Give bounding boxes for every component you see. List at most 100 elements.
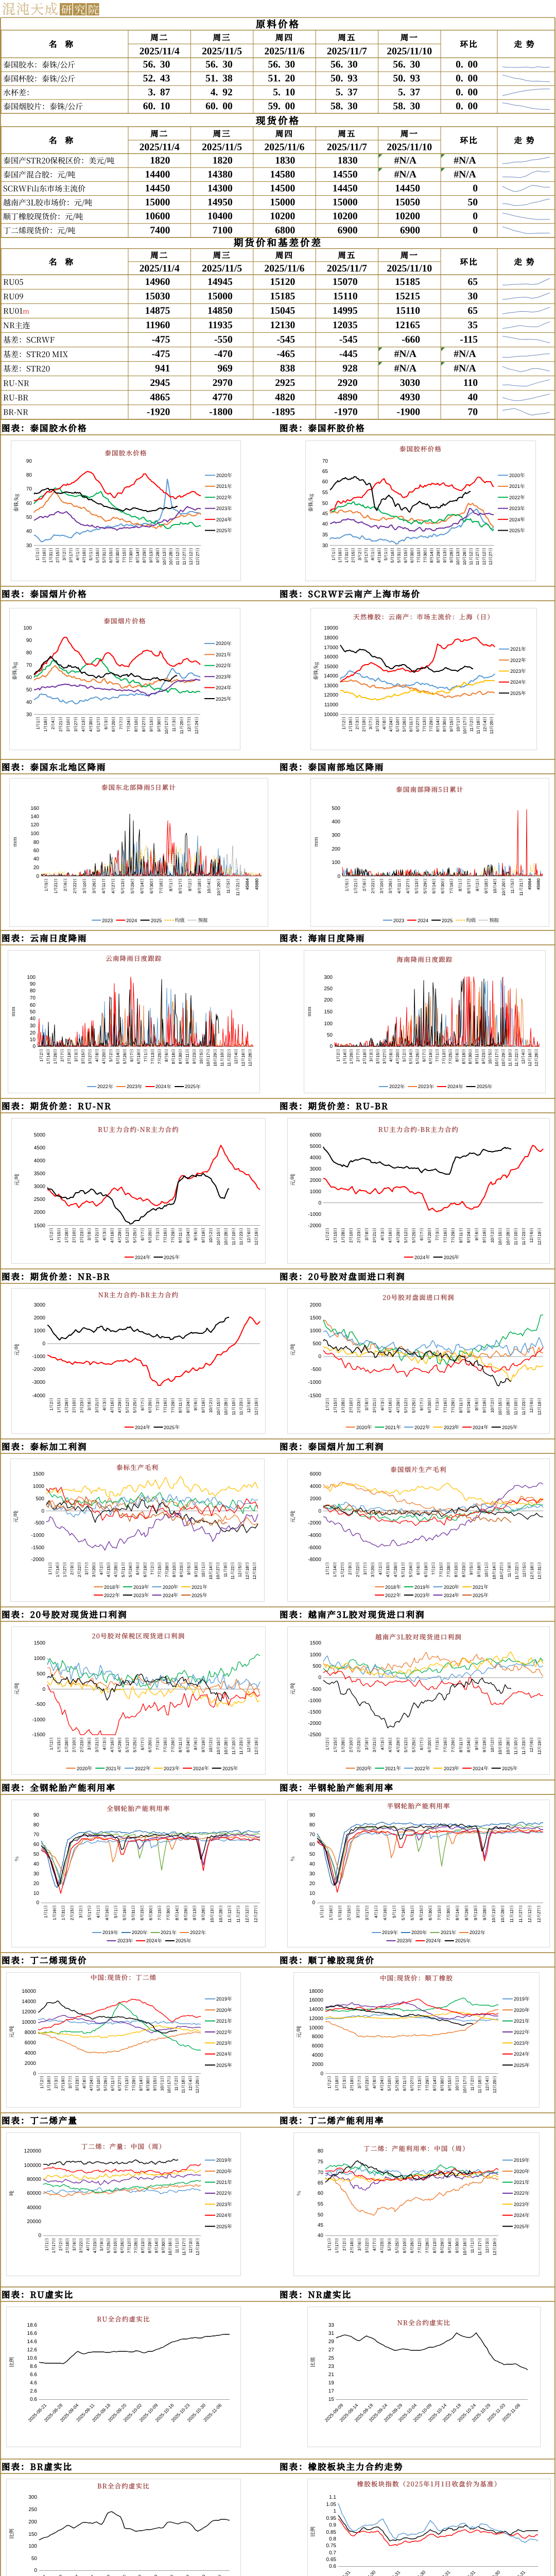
svg-text:10.6: 10.6 (27, 2355, 38, 2361)
svg-text:2023: 2023 (444, 1766, 455, 1772)
svg-text:15050: 15050 (395, 197, 420, 208)
svg-text:2020: 2020 (77, 1766, 88, 1772)
svg-text:2025/11/10: 2025/11/10 (387, 142, 432, 153)
svg-text:90: 90 (309, 1812, 316, 1818)
svg-text:2025: 2025 (216, 528, 227, 534)
svg-text:1000: 1000 (310, 1328, 322, 1334)
svg-text:2022: 2022 (104, 1593, 115, 1599)
svg-text:2970: 2970 (213, 378, 233, 388)
svg-text:2025: 2025 (164, 1255, 175, 1261)
svg-text:18.6: 18.6 (27, 2323, 38, 2328)
svg-text:75: 75 (318, 2159, 324, 2165)
svg-text:500: 500 (37, 1671, 45, 1677)
svg-text:941: 941 (155, 363, 170, 374)
svg-text:25: 25 (328, 2355, 335, 2361)
svg-text:2022: 2022 (216, 495, 227, 501)
svg-text:2020: 2020 (509, 473, 520, 479)
svg-text:15110: 15110 (395, 306, 420, 316)
svg-text:20: 20 (33, 1881, 40, 1887)
svg-text:12000: 12000 (22, 2009, 36, 2015)
svg-text:2025: 2025 (477, 1084, 488, 1090)
svg-text:1820: 1820 (213, 155, 233, 166)
svg-text:2024: 2024 (473, 1425, 483, 1431)
svg-text:-8000: -8000 (308, 1557, 321, 1563)
svg-text:500: 500 (332, 806, 340, 811)
svg-text:150: 150 (28, 2532, 37, 2537)
svg-text:2025/11/10: 2025/11/10 (387, 263, 432, 274)
svg-text:70: 70 (26, 486, 32, 492)
svg-text:2920: 2920 (338, 378, 358, 388)
svg-text:70: 70 (33, 1832, 40, 1838)
svg-text:2025: 2025 (502, 1766, 513, 1772)
svg-text:6900: 6900 (338, 225, 358, 236)
svg-text:#N/A: #N/A (394, 363, 416, 374)
svg-text:70: 70 (318, 2170, 324, 2176)
svg-text:2023: 2023 (414, 1593, 425, 1599)
svg-text:30: 30 (26, 712, 32, 718)
svg-text:-2000: -2000 (31, 1557, 44, 1563)
svg-text:500: 500 (312, 1664, 321, 1669)
svg-text:2023: 2023 (216, 2041, 227, 2046)
svg-text:40: 40 (309, 1861, 316, 1867)
svg-text:14450: 14450 (333, 183, 358, 194)
svg-text:2020: 2020 (216, 641, 227, 647)
svg-text:60: 60 (33, 848, 40, 854)
svg-text:0: 0 (312, 1900, 315, 1906)
svg-text:1820: 1820 (150, 155, 170, 166)
svg-text:2018: 2018 (104, 1585, 115, 1590)
svg-text:2020: 2020 (132, 1930, 143, 1936)
svg-text:15: 15 (328, 2397, 335, 2402)
svg-text:#N/A: #N/A (394, 169, 416, 180)
svg-text:31: 31 (328, 2331, 335, 2336)
svg-text:58. 30: 58. 30 (331, 101, 358, 112)
svg-text:70: 70 (468, 406, 478, 417)
svg-text:2021: 2021 (385, 1425, 396, 1431)
svg-text:2020: 2020 (216, 2169, 227, 2175)
svg-text:3030: 3030 (400, 378, 420, 388)
svg-text:50: 50 (327, 1032, 333, 1038)
svg-text:60. 10: 60. 10 (143, 101, 170, 112)
svg-text:-545: -545 (339, 334, 358, 345)
svg-text:2019: 2019 (414, 1585, 425, 1590)
svg-text:3000: 3000 (310, 1166, 322, 1172)
svg-text:0: 0 (337, 874, 340, 879)
svg-text:8000: 8000 (312, 2034, 324, 2040)
svg-text:1830: 1830 (275, 155, 295, 166)
svg-text:1.1: 1.1 (329, 2495, 336, 2500)
svg-text:1500: 1500 (34, 1223, 46, 1229)
svg-text:100: 100 (30, 831, 39, 837)
svg-text:50: 50 (318, 2212, 324, 2218)
svg-text:2023: 2023 (510, 669, 521, 674)
svg-text:300: 300 (28, 2495, 37, 2500)
svg-text:55: 55 (318, 2201, 324, 2207)
svg-text:70: 70 (26, 663, 32, 668)
svg-text:100000: 100000 (24, 2163, 42, 2168)
svg-text:-475: -475 (152, 334, 170, 345)
svg-text:2021: 2021 (216, 652, 227, 658)
svg-text:0: 0 (33, 2071, 36, 2077)
svg-text:0. 00: 0. 00 (456, 73, 478, 84)
svg-text:0.8: 0.8 (329, 2536, 336, 2542)
svg-text:2024: 2024 (514, 2052, 525, 2057)
svg-text:2018: 2018 (385, 1585, 396, 1590)
svg-text:100: 100 (332, 860, 340, 866)
svg-text:90: 90 (26, 638, 32, 643)
svg-text:0.9: 0.9 (329, 2522, 336, 2528)
svg-text:2020: 2020 (514, 2008, 525, 2013)
svg-text:0.6: 0.6 (329, 2564, 336, 2569)
svg-text:70: 70 (309, 1832, 316, 1838)
svg-text:40: 40 (468, 392, 478, 403)
svg-text:60000: 60000 (27, 2191, 41, 2196)
svg-text:2022: 2022 (514, 2030, 525, 2036)
svg-text:2024: 2024 (444, 1593, 455, 1599)
svg-text:56. 30: 56. 30 (268, 59, 296, 70)
svg-text:2021: 2021 (216, 484, 227, 489)
svg-text:-475: -475 (152, 349, 170, 360)
svg-text:10000: 10000 (22, 2020, 36, 2025)
svg-text:-1895: -1895 (272, 406, 296, 417)
svg-text:20000: 20000 (27, 2219, 41, 2225)
svg-text:19: 19 (328, 2380, 335, 2386)
svg-text:-500: -500 (35, 1702, 45, 1707)
svg-text:0. 00: 0. 00 (456, 101, 478, 112)
svg-text:6900: 6900 (400, 225, 420, 236)
